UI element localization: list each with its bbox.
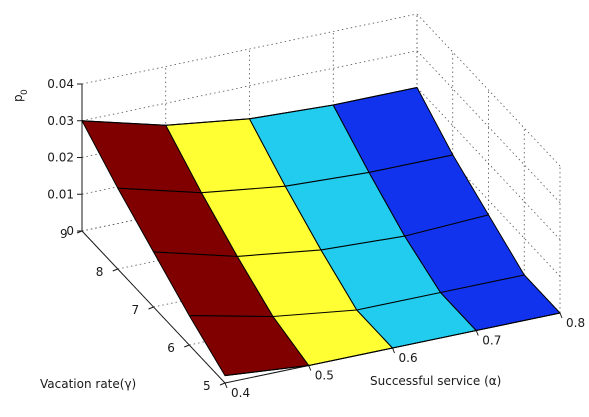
y-tick	[184, 344, 190, 348]
grid-line-side-z	[416, 50, 561, 204]
y-axis-label: Vacation rate(γ)	[40, 377, 136, 391]
surface-mesh-line	[153, 214, 489, 257]
grid-line-back-z	[81, 13, 418, 85]
z-tick-label: 0.01	[47, 187, 74, 201]
z-tick-label: 0	[66, 224, 74, 238]
surface-mesh-line	[117, 154, 453, 194]
x-tick-label: 0.7	[482, 334, 501, 348]
grid-line-side-z	[416, 13, 561, 167]
y-tick	[148, 306, 154, 310]
y-tick-label: 7	[132, 303, 140, 317]
z-tick-label: 0.02	[47, 151, 74, 165]
surface-mesh-line	[189, 274, 525, 318]
y-tick-label: 5	[203, 379, 211, 393]
y-tick	[219, 382, 226, 386]
surface	[81, 86, 561, 377]
x-tick	[392, 347, 395, 354]
y-tick	[112, 268, 118, 272]
grid-line-side-z	[416, 87, 561, 240]
surface-mesh-line	[224, 312, 561, 377]
z-tick-label: 0.03	[47, 114, 74, 128]
x-tick	[224, 382, 228, 389]
x-tick	[308, 365, 312, 371]
x-tick	[475, 330, 479, 336]
svg-text:p: p	[11, 94, 25, 102]
y-tick-label: 9	[60, 227, 68, 241]
z-tick-label: 0.04	[47, 77, 74, 91]
x-axis-label: Successful service (α)	[370, 374, 501, 388]
y-tick-label: 8	[96, 265, 104, 279]
x-tick-label: 0.6	[399, 351, 418, 365]
x-tick-label: 0.5	[315, 369, 334, 383]
svg-text:0: 0	[20, 89, 30, 95]
x-tick-label: 0.4	[231, 386, 250, 400]
grid-line-back-z	[81, 50, 418, 122]
surface-mesh-line	[81, 86, 418, 126]
x-tick-label: 0.8	[566, 316, 585, 330]
grid-line-side-z	[416, 123, 561, 277]
tick-labels: 0.4 0.5 0.6 0.7 0.8 5 6 7 8 90 0.01 0.02 0.03 0.04	[47, 77, 585, 400]
x-tick	[559, 312, 563, 319]
y-tick-label: 6	[167, 341, 175, 355]
z-axis-label: p 0	[11, 89, 30, 102]
